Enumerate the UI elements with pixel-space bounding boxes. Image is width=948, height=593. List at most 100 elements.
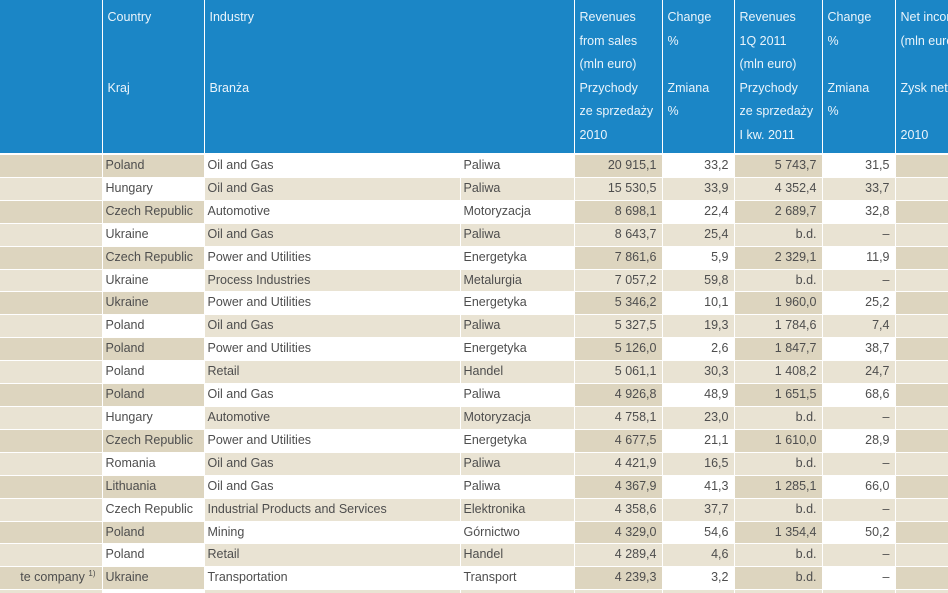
net-income-cell: 392, [895,177,948,201]
revenues-2010-cell: 5 327,5 [574,314,663,339]
industry-en-cell: Oil and Gas [204,177,461,201]
table-row: Czech Republic Industrial Products and Se… [0,498,948,522]
revenues-1q2011-cell: 1 123,0 [734,589,823,593]
country-cell: Ukraine [102,291,205,316]
header-line [668,53,734,77]
header-country: Country Kraj [102,0,205,155]
header-line: from sales [579,33,638,48]
country-cell: Poland [102,521,205,545]
table-row: Ukraine Oil and Gas Paliwa 8 643,7 25,4 b.d. –… [0,223,948,247]
country-cell: Poland [102,543,205,568]
country-cell: Ukraine [102,269,205,293]
header-net-income: Net income (mln euro) Zysk netto 2010 [895,0,948,155]
revenues-1q2011-cell: b.d. [734,543,823,568]
header-line: (mln euro) [579,57,637,71]
header-country-pl: Kraj [107,80,130,95]
table-row: Ukraine Power and Utilities Energetyka 5 34… [0,291,948,316]
change-1q2011-cell: 28,9 [822,429,896,453]
industry-en-cell: Automotive [204,200,461,224]
industry-en-cell: Retail [204,360,461,385]
header-line: Zysk netto [900,80,948,95]
net-income-cell: 1 864, [895,246,948,270]
industry-pl-cell: Górnictwo [460,521,575,545]
company-cell [0,177,103,201]
industry-pl-cell: Elektronika [460,498,575,522]
header-line: ze sprzedaży [579,104,654,118]
net-income-cell: 349, [895,200,948,224]
revenues-2010-cell: 4 329,0 [574,521,663,545]
header-line: % [667,33,679,48]
table-row: Lithuania Oil and Gas Paliwa 4 367,9 41,3 1 2… [0,475,948,499]
revenues-2010-cell: 4 358,6 [574,498,663,522]
industry-en-cell: Oil and Gas [204,452,461,476]
country-cell: Hungary [102,406,205,430]
industry-pl-cell: Energetyka [460,337,575,362]
change-1q2011-cell: – [822,269,896,293]
revenues-2010-cell: 4 107,0 [574,589,663,593]
change-2010-cell: 59,8 [662,269,735,293]
change-1q2011-cell: 38,7 [822,337,896,362]
country-cell: Czech Republic [102,429,205,453]
industry-en-cell: Power and Utilities [204,429,461,453]
change-1q2011-cell: 50,2 [822,521,896,545]
industry-en-cell: Power and Utilities [204,246,461,270]
company-cell [0,406,103,430]
industry-pl-cell: Paliwa [460,314,575,339]
change-2010-cell: 16,5 [662,452,735,476]
company-cell [0,589,103,593]
change-2010-cell: 19,3 [662,314,735,339]
revenues-2010-cell: 4 758,1 [574,406,663,430]
company-cell [0,475,103,499]
industry-en-cell: Power and Utilities [204,337,461,362]
country-cell: Poland [102,314,205,339]
header-line: % [827,33,839,48]
revenues-2010-cell: 4 677,5 [574,429,663,453]
company-cell: te company 1) [0,566,103,591]
header-line: 2010 [900,127,929,142]
change-1q2011-cell: 24,7 [822,360,896,385]
industry-en-cell: Industrial Products and Services [204,498,461,522]
industry-pl-cell: Handel [460,360,575,385]
industry-pl-cell: Transport [460,566,575,591]
revenues-2010-cell: 5 061,1 [574,360,663,385]
country-cell: Poland [102,337,205,362]
net-income-cell: b.d [895,566,948,591]
industry-en-cell: Oil and Gas [204,314,461,339]
revenues-2010-cell: 4 421,9 [574,452,663,476]
revenues-1q2011-cell: 1 610,0 [734,429,823,453]
change-2010-cell: 54,6 [662,521,735,545]
net-income-cell: 908, [895,337,948,362]
industry-pl-cell: Paliwa [460,223,575,247]
table-row: Poland Power and Utilities Energetyka 5 126… [0,337,948,362]
industry-pl-cell: Handel [460,543,575,568]
change-1q2011-cell: -5,2 [822,589,896,593]
change-2010-cell: 2,6 [662,337,735,362]
change-2010-cell: 5,9 [662,246,735,270]
company-cell [0,154,103,178]
change-2010-cell: 30,3 [662,360,735,385]
company-cell [0,429,103,453]
header-line: I kw. 2011 [739,127,795,142]
industry-pl-cell: Paliwa [460,154,575,178]
company-cell [0,337,103,362]
revenues-2010-cell: 4 289,4 [574,543,663,568]
revenues-1q2011-cell: 2 689,7 [734,200,823,224]
net-income-cell: b.d [895,543,948,568]
revenues-2010-cell: 15 530,5 [574,177,663,201]
header-line [901,100,948,124]
revenues-1q2011-cell: 1 784,6 [734,314,823,339]
company-cell [0,360,103,385]
change-2010-cell: 25,4 [662,223,735,247]
table-row: Poland Oil and Gas Paliwa 5 327,5 19,3 1 784,… [0,314,948,339]
footnote-marker: 1) [88,569,96,579]
header-line: Change [827,10,872,24]
revenues-1q2011-cell: b.d. [734,452,823,476]
change-2010-cell: 37,7 [662,498,735,522]
company-cell [0,521,103,545]
table-row: Czech Republic Power and Utilities Energet… [0,246,948,270]
table-row: te company 1) Ukraine Transportation Transp… [0,566,948,591]
change-1q2011-cell: – [822,543,896,568]
header-line: % [827,104,839,118]
